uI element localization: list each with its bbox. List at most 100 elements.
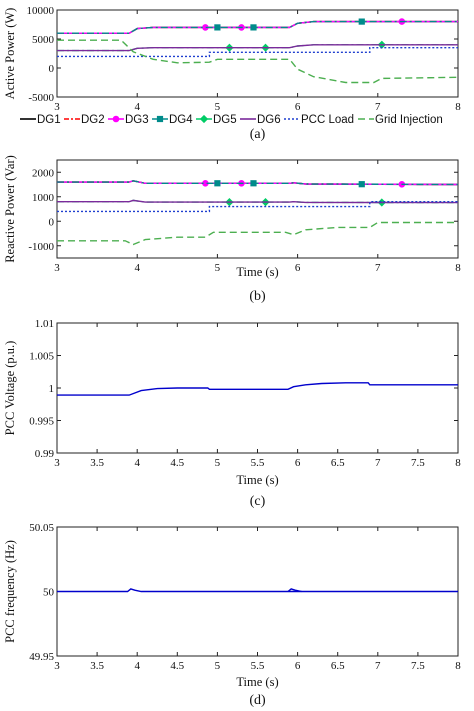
y-tick-label: -1000	[28, 241, 54, 253]
x-tick-label: 8	[455, 660, 461, 672]
x-tick-label: 7	[375, 262, 381, 274]
series-line-pcc-voltage	[57, 382, 458, 396]
x-tick-label: 3	[54, 262, 60, 274]
y-tick-label: 0.995	[29, 416, 54, 428]
x-tick-label: 5	[215, 457, 221, 469]
x-tick-label: 4	[134, 660, 140, 672]
x-tick-label: 8	[455, 101, 461, 113]
legend-label: DG2	[81, 114, 105, 126]
y-tick-label: 2000	[32, 167, 55, 179]
data-point-marker	[250, 24, 257, 31]
x-axis-label: Time (s)	[236, 675, 278, 689]
series-line-pcc-load	[57, 47, 458, 58]
series-group-c	[57, 382, 458, 396]
x-tick-label: 3	[54, 457, 60, 469]
y-tick-label: 5000	[32, 34, 55, 46]
x-tick-label: 7	[375, 660, 381, 672]
x-tick-label: 3	[54, 101, 60, 113]
y-axis-label: PCC Voltage (p.u.)	[3, 341, 17, 436]
x-tick-label: 8	[455, 457, 461, 469]
y-axis-label: Reactive Power (Var)	[3, 155, 17, 263]
x-tick-label: 6	[295, 660, 301, 672]
axes-box-b	[56, 159, 459, 259]
y-tick-label: 1000	[32, 192, 55, 204]
x-tick-label: 5.5	[251, 457, 265, 469]
x-tick-label: 7.5	[411, 457, 425, 469]
y-tick-label: 1	[49, 383, 55, 395]
x-tick-label: 6.5	[331, 660, 345, 672]
legend-label: PCC Load	[301, 114, 354, 126]
axes-box-c	[56, 322, 459, 454]
panel-caption: (c)	[250, 494, 266, 509]
legend: DG1 DG2 DG3 DG4 DG5 DG6 PCC Load Grid Injection	[20, 114, 443, 126]
legend-label: Grid Injection	[375, 114, 443, 126]
x-axis-label: Time (s)	[236, 265, 278, 279]
axes-box-a	[56, 9, 459, 98]
x-tick-label: 4.5	[170, 660, 184, 672]
x-tick-label: 6	[295, 457, 301, 469]
series-group-a	[57, 18, 458, 84]
panel-b: 3 4 5 6 7 8 -1000 0 1000 2000 Reactive Power (Var)…	[3, 155, 461, 304]
panel-d: 3 3.5 4 4.5 5 5.5 6 6.5 7 7.5 8 49.95 50 50.05 PCC fre…	[3, 522, 461, 708]
x-tick-label: 7.5	[411, 660, 425, 672]
x-tick-label: 6.5	[331, 457, 345, 469]
series-line-dg4	[57, 180, 458, 186]
legend-label: DG5	[213, 114, 237, 126]
x-tick-label: 5	[215, 660, 221, 672]
series-line-pcc-frequency	[57, 588, 458, 593]
y-axis-label: Active Power (W)	[3, 8, 17, 100]
legend-label: DG1	[37, 114, 61, 126]
series-line-dg6	[57, 44, 458, 52]
x-tick-label: 7	[375, 457, 381, 469]
x-tick-label: 3.5	[90, 457, 104, 469]
x-tick-label: 7	[375, 101, 381, 113]
x-axis-label: Time (s)	[236, 473, 278, 487]
series-line-dg4	[57, 20, 458, 34]
y-tick-label: 1.005	[29, 351, 54, 363]
series-line-pcc-load	[57, 200, 458, 213]
x-tick-label: 6	[295, 101, 301, 113]
data-point-marker	[214, 180, 221, 187]
y-tick-label: 50.05	[29, 522, 54, 534]
series-group-d	[57, 588, 458, 593]
x-tick-label: 5	[215, 262, 221, 274]
legend-marker	[156, 115, 164, 123]
series-line-dg6	[57, 199, 458, 204]
series-line-grid-injection	[57, 39, 458, 84]
y-tick-label: 0	[49, 63, 55, 75]
series-line-pcc-frequency-2-	[287, 588, 302, 593]
y-tick-label: 0	[49, 216, 55, 228]
data-point-marker	[250, 180, 257, 187]
y-tick-label: 50	[43, 587, 55, 599]
series-group-b	[57, 179, 458, 246]
panel-a: 3 4 5 6 7 8 -5000 0 5000 10000 Active Power (W) (a)…	[3, 5, 461, 142]
legend-marker	[112, 115, 120, 123]
legend-label: DG3	[125, 114, 149, 126]
y-tick-label: 1.01	[35, 318, 54, 330]
y-tick-label: 0.99	[35, 448, 55, 460]
panel-caption: (b)	[249, 289, 266, 304]
x-tick-label: 3	[54, 660, 60, 672]
y-tick-label: 49.95	[29, 651, 54, 663]
x-tick-label: 5	[215, 101, 221, 113]
series-line-grid-injection	[57, 221, 458, 246]
legend-label: DG6	[257, 114, 281, 126]
y-axis-label: PCC frequency (Hz)	[3, 540, 17, 643]
x-tick-label: 6	[295, 262, 301, 274]
legend-marker	[199, 114, 209, 124]
legend-label: DG4	[169, 114, 193, 126]
y-tick-label: 10000	[27, 5, 55, 17]
panel-c: 3 3.5 4 4.5 5 5.5 6 6.5 7 7.5 8 0.99 0.995 1 1.005 1.01…	[3, 318, 461, 509]
data-point-marker	[214, 24, 221, 31]
x-tick-label: 4	[134, 262, 140, 274]
x-tick-label: 8	[455, 262, 461, 274]
x-tick-label: 4	[134, 101, 140, 113]
panel-caption: (d)	[249, 693, 266, 708]
data-point-marker	[358, 181, 365, 188]
panel-caption: (a)	[250, 127, 266, 142]
x-tick-label: 4	[134, 457, 140, 469]
x-tick-label: 4.5	[170, 457, 184, 469]
x-tick-label: 5.5	[251, 660, 265, 672]
data-point-marker	[358, 18, 365, 25]
